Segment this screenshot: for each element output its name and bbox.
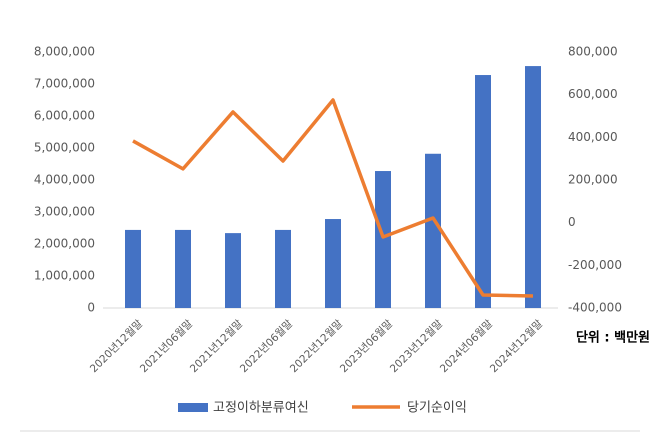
bar bbox=[375, 171, 391, 308]
y2-tick-label: -200,000 bbox=[568, 258, 622, 272]
bar bbox=[525, 66, 541, 308]
bar bbox=[475, 75, 491, 308]
bar bbox=[275, 229, 291, 308]
bar bbox=[175, 229, 191, 308]
unit-annotation: 단위 : 백만원 bbox=[576, 330, 650, 346]
y-tick-label: 4,000,000 bbox=[34, 173, 95, 187]
y2-tick-label: 800,000 bbox=[568, 45, 618, 59]
y-tick-label: 2,000,000 bbox=[34, 237, 95, 251]
bar bbox=[425, 153, 441, 308]
y-tick-label: 1,000,000 bbox=[34, 269, 95, 283]
bar bbox=[225, 233, 241, 308]
legend-swatch bbox=[178, 403, 208, 412]
y-tick-label: 7,000,000 bbox=[34, 77, 95, 91]
y2-tick-label: 200,000 bbox=[568, 173, 618, 187]
bar bbox=[325, 219, 341, 308]
line bbox=[132, 98, 534, 298]
legend-label: 고정이하분류여신 bbox=[213, 401, 309, 416]
y2-tick-label: -400,000 bbox=[568, 301, 622, 315]
y-tick-label: 3,000,000 bbox=[34, 205, 95, 219]
y-tick-label: 6,000,000 bbox=[34, 109, 95, 123]
y-tick-label: 8,000,000 bbox=[34, 45, 95, 59]
x-tick-label: 2024년12월말 bbox=[488, 318, 546, 376]
y2-tick-label: 400,000 bbox=[568, 130, 618, 144]
y2-tick-label: 600,000 bbox=[568, 87, 618, 101]
legend-label: 당기순이익 bbox=[407, 401, 467, 416]
bar bbox=[125, 229, 141, 308]
y-tick-label: 0 bbox=[87, 301, 95, 315]
y2-tick-label: 0 bbox=[568, 215, 576, 229]
y-tick-label: 5,000,000 bbox=[34, 141, 95, 155]
